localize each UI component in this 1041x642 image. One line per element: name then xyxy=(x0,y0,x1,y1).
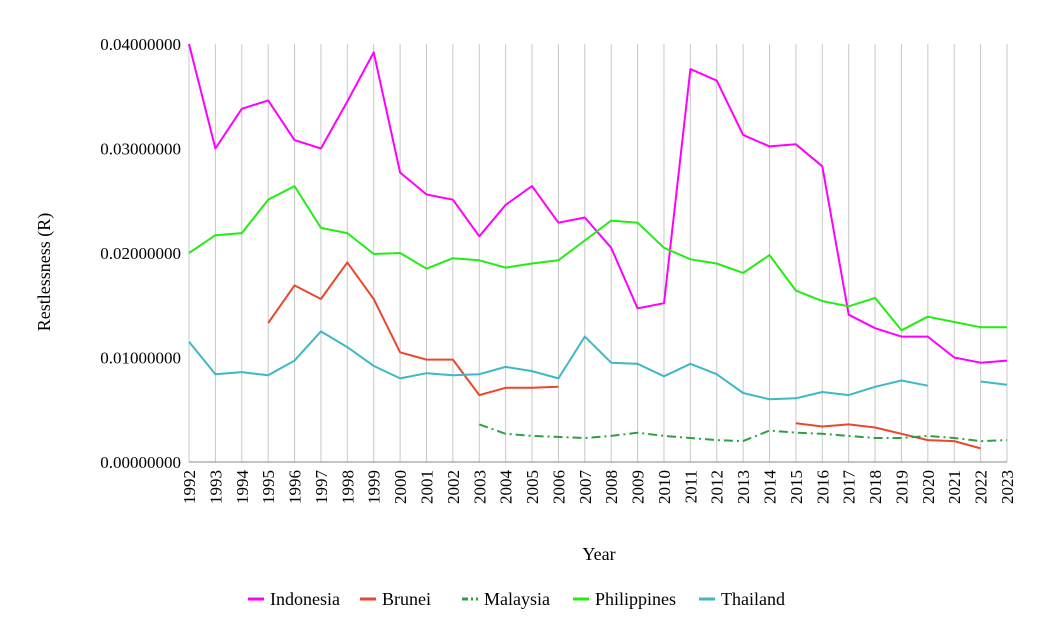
legend: Indonesia Brunei Malaysia Philippines Thaila… xyxy=(248,589,785,609)
x-tick-label: 2009 xyxy=(629,470,648,504)
series-line-thailand xyxy=(980,380,1008,386)
series-line-philippines xyxy=(188,185,1007,332)
x-tick-label: 2002 xyxy=(444,470,463,504)
series-group xyxy=(188,43,1008,450)
x-tick-label: 2000 xyxy=(391,470,410,504)
series-line-indonesia xyxy=(188,43,1008,364)
legend-label-thailand: Thailand xyxy=(721,589,785,609)
x-tick-label: 2001 xyxy=(417,470,436,504)
x-tick-label: 1996 xyxy=(286,470,305,504)
x-tick-label: 2022 xyxy=(972,470,991,504)
series-line-brunei xyxy=(267,261,559,397)
legend-label-malaysia: Malaysia xyxy=(484,589,550,609)
series-line-malaysia xyxy=(478,423,1008,443)
y-tick-label: 0.02000000 xyxy=(100,244,181,263)
x-tick-label: 2017 xyxy=(840,470,859,505)
y-tick-label: 0.00000000 xyxy=(100,453,181,472)
y-tick-label: 0.01000000 xyxy=(100,349,181,368)
x-tick-label: 2023 xyxy=(998,470,1017,504)
x-tick-label: 2020 xyxy=(919,470,938,504)
x-tick-label: 2003 xyxy=(470,470,489,504)
x-tick-label: 1994 xyxy=(233,470,252,505)
x-tick-label: 1993 xyxy=(206,470,225,504)
x-tick-label: 2013 xyxy=(734,470,753,504)
x-axis-title: Year xyxy=(582,544,615,564)
x-tick-label: 1992 xyxy=(180,470,199,504)
x-tick-label: 2015 xyxy=(787,470,806,504)
x-tick-label: 2010 xyxy=(655,470,674,504)
x-tick-label: 1999 xyxy=(365,470,384,504)
legend-label-philippines: Philippines xyxy=(595,589,676,609)
x-axis-ticks: 1992 1993 1994 1995 1996 1997 1998 1999 2000 2001… xyxy=(180,469,1017,504)
grid-lines xyxy=(188,44,1008,462)
x-tick-label: 2018 xyxy=(866,470,885,504)
legend-label-indonesia: Indonesia xyxy=(270,589,340,609)
x-tick-label: 2008 xyxy=(602,470,621,504)
x-tick-label: 2016 xyxy=(813,470,832,504)
series-line-brunei xyxy=(795,422,981,450)
y-tick-label: 0.03000000 xyxy=(100,140,181,159)
x-tick-label: 2012 xyxy=(708,470,727,504)
x-tick-label: 2007 xyxy=(576,470,595,505)
x-tick-label: 2019 xyxy=(892,470,911,504)
series-line-thailand xyxy=(188,330,928,401)
legend-label-brunei: Brunei xyxy=(382,589,431,609)
x-tick-label: 2021 xyxy=(945,470,964,504)
y-axis-ticks: 0.00000000 0.01000000 0.02000000 0.03000000… xyxy=(100,35,181,472)
x-tick-label: 2014 xyxy=(761,470,780,505)
y-tick-label: 0.04000000 xyxy=(100,35,181,54)
y-axis-title: Restlessness (R) xyxy=(34,213,55,332)
x-tick-label: 1995 xyxy=(259,470,278,504)
x-tick-label: 1998 xyxy=(338,470,357,504)
x-tick-label: 2011 xyxy=(681,470,700,503)
x-tick-label: 1997 xyxy=(312,470,331,505)
x-tick-label: 2004 xyxy=(497,469,516,504)
x-tick-label: 2006 xyxy=(549,470,568,504)
x-tick-label: 2005 xyxy=(523,470,542,504)
